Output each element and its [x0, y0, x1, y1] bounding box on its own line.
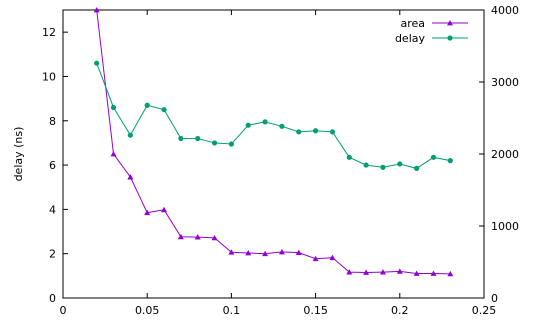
data-point-delay	[430, 154, 437, 160]
data-point-area	[127, 174, 134, 180]
data-point-area	[245, 250, 252, 256]
y-left-tick-label: 8	[49, 115, 56, 128]
y-right-tick-label: 2000	[491, 148, 519, 161]
y-right-tick-label: 1000	[491, 220, 519, 233]
data-point-delay	[94, 60, 100, 66]
legend: area delay	[395, 17, 468, 45]
data-point-area	[329, 254, 336, 261]
x-axis: 0 0.05 0.1 0.15 0.2 0.25	[60, 10, 497, 317]
data-point-area	[161, 206, 168, 213]
data-point-delay	[228, 141, 234, 147]
x-tick-label: 0.25	[472, 304, 497, 317]
data-point-area	[346, 269, 353, 275]
series-delay	[94, 60, 453, 171]
data-point-area	[211, 234, 218, 241]
x-tick-label: 0.1	[223, 304, 241, 317]
data-point-area	[363, 269, 370, 275]
data-point-area	[278, 248, 285, 255]
legend-marker-delay	[447, 35, 453, 41]
data-point-area	[144, 209, 151, 216]
y-right-tick-label: 4000	[491, 4, 519, 17]
data-point-delay	[144, 102, 150, 108]
data-point-area	[177, 233, 184, 240]
data-point-delay	[279, 123, 285, 129]
series-area	[93, 7, 454, 277]
y-left-tick-label: 2	[49, 248, 56, 261]
data-point-delay	[329, 129, 336, 135]
data-point-delay	[313, 128, 319, 134]
series-layer	[93, 7, 454, 277]
data-point-delay	[363, 162, 369, 168]
data-point-area	[194, 234, 201, 240]
y-left-tick-label: 0	[49, 292, 56, 305]
data-point-delay	[161, 107, 167, 113]
data-point-delay	[127, 132, 133, 138]
y-axis-label: delay (ns)	[12, 127, 25, 182]
y-right-tick-label: 0	[491, 292, 498, 305]
data-point-delay	[397, 161, 403, 167]
data-point-delay	[414, 165, 420, 171]
data-point-delay	[296, 129, 302, 135]
series-area-line	[96, 9, 451, 275]
y-left-tick-label: 12	[42, 26, 56, 39]
data-point-delay	[110, 104, 117, 111]
data-point-delay	[195, 135, 201, 142]
data-point-area	[430, 270, 437, 276]
x-tick-label: 0.05	[135, 304, 160, 317]
x-tick-label: 0	[60, 304, 67, 317]
data-point-delay	[346, 154, 352, 160]
series-delay-line	[96, 62, 451, 169]
legend-marker-area	[447, 20, 453, 26]
data-point-delay	[262, 119, 268, 125]
y-left-tick-label: 6	[49, 159, 56, 172]
data-point-delay	[178, 135, 184, 142]
data-point-area	[396, 268, 403, 274]
data-point-area	[93, 7, 100, 13]
y-axis-right: 0 1000 2000 3000 4000	[479, 4, 519, 305]
data-point-area	[379, 269, 386, 275]
data-point-area	[295, 249, 302, 256]
legend-label-area: area	[400, 17, 425, 30]
legend-label-delay: delay	[395, 32, 426, 45]
data-point-area	[312, 255, 319, 262]
data-point-delay	[211, 140, 218, 146]
y-right-tick-label: 3000	[491, 76, 519, 89]
data-point-delay	[447, 158, 453, 164]
y-left-tick-label: 4	[49, 203, 56, 216]
data-point-delay	[245, 122, 251, 128]
x-tick-label: 0.15	[303, 304, 328, 317]
data-point-area	[413, 270, 420, 276]
y-left-tick-label: 10	[42, 70, 56, 83]
data-point-delay	[380, 164, 386, 170]
data-point-area	[228, 249, 235, 255]
data-point-area	[262, 250, 269, 257]
data-point-area	[447, 270, 454, 277]
y-axis-left: 0 2 4 6 8 10 12	[42, 26, 68, 305]
plot-frame	[62, 9, 485, 299]
data-point-area	[110, 151, 117, 157]
x-tick-label: 0.2	[391, 304, 409, 317]
